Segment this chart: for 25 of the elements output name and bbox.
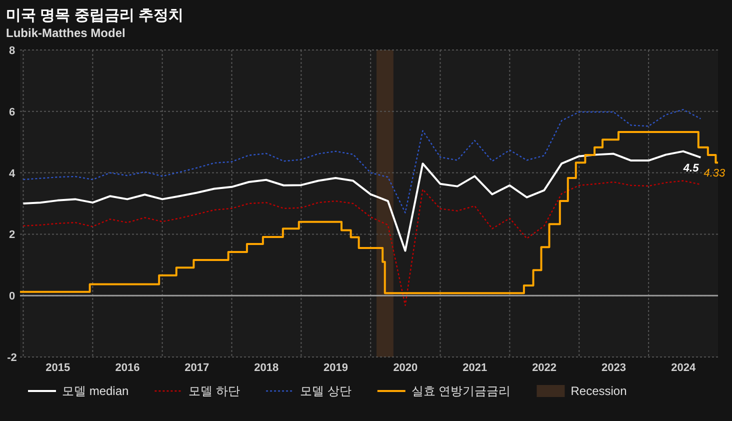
y-tick-label: -2 xyxy=(7,352,17,364)
x-tick-label: 2022 xyxy=(532,362,557,374)
x-tick-label: 2019 xyxy=(324,362,348,374)
y-tick-label: 0 xyxy=(8,290,16,303)
legend-label: 실효 연방기금금리 xyxy=(411,384,511,398)
x-tick-label: 2020 xyxy=(393,362,418,374)
data-label: 4.33 xyxy=(704,168,726,180)
y-tick-label: 2 xyxy=(8,229,16,242)
x-tick-label: 2023 xyxy=(602,362,626,374)
x-tick-label: 2024 xyxy=(671,362,696,374)
legend-label: 모델 median xyxy=(62,384,129,398)
x-tick-label: 2018 xyxy=(254,362,279,374)
x-tick-label: 2016 xyxy=(115,362,140,374)
x-tick-label: 2015 xyxy=(46,362,70,374)
legend-label: 모델 상단 xyxy=(300,384,352,398)
data-label: 4.5 xyxy=(682,162,700,174)
chart-title: 미국 명목 중립금리 추정치 xyxy=(6,7,184,24)
y-tick-label: 6 xyxy=(8,106,16,118)
x-tick-label: 2021 xyxy=(462,362,488,374)
legend-label: 모델 하단 xyxy=(188,384,240,398)
y-tick-label: 4 xyxy=(8,168,16,180)
x-tick-label: 2017 xyxy=(184,362,210,374)
legend-label: Recession xyxy=(570,384,627,398)
y-tick-label: 8 xyxy=(8,45,16,57)
chart-subtitle: Lubik-Matthes Model xyxy=(6,26,126,40)
